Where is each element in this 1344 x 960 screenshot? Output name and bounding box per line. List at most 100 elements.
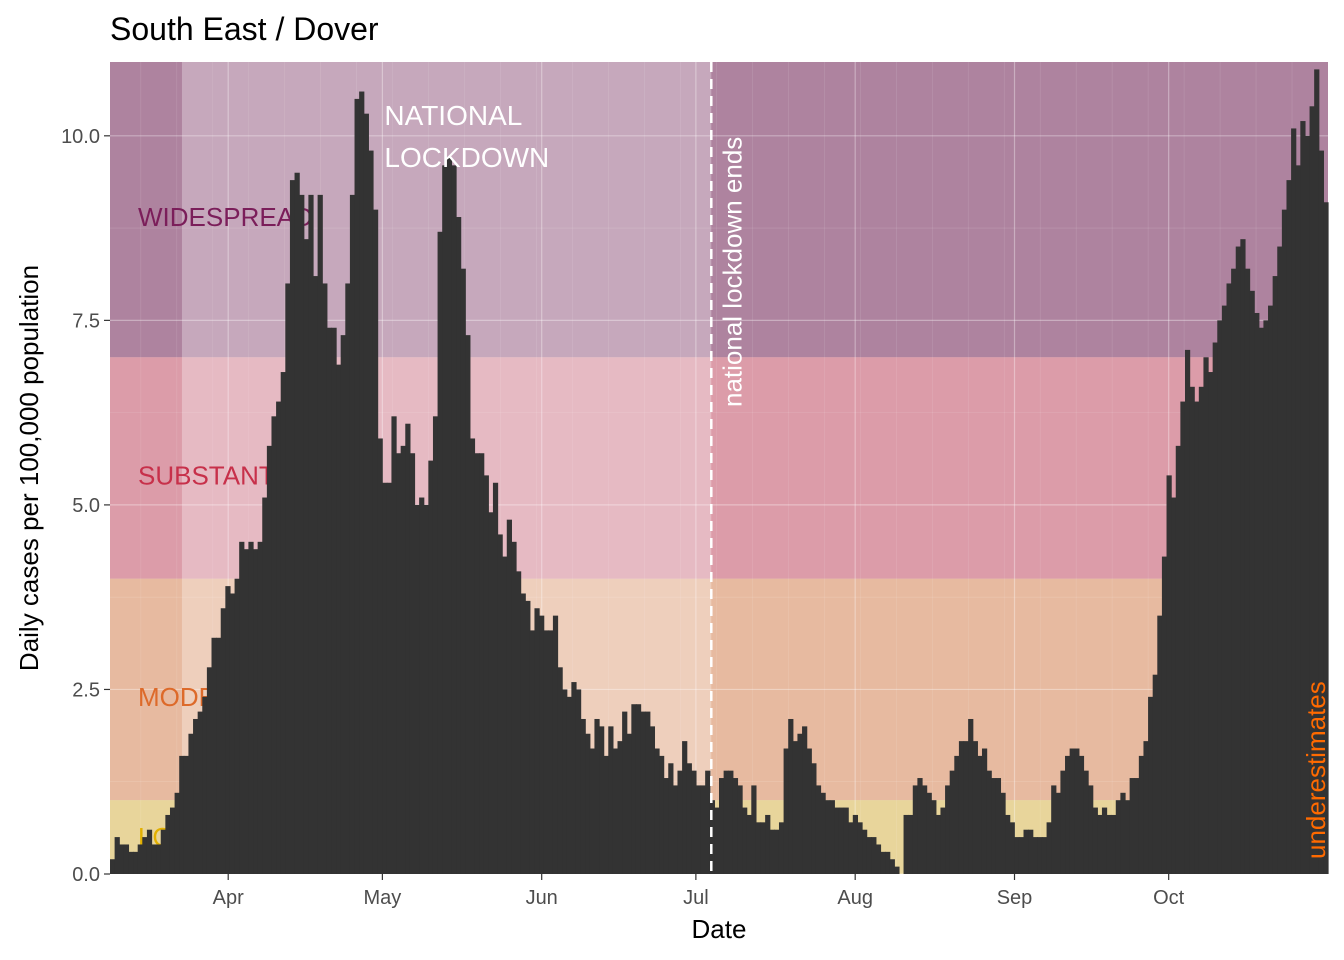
bar (1171, 497, 1177, 874)
bar (188, 733, 194, 874)
bar (511, 541, 517, 874)
bar (442, 165, 448, 874)
bar (1217, 320, 1223, 874)
bar (1226, 283, 1232, 874)
bar (1304, 135, 1311, 874)
y-axis: 0.0 2.5 5.0 7.5 10.0 (61, 126, 110, 886)
bar (289, 180, 296, 875)
bar (1111, 814, 1117, 874)
bar (359, 91, 365, 874)
bar (1203, 357, 1209, 875)
bar (617, 741, 623, 874)
y-tick-label: 7.5 (72, 310, 100, 332)
bar (1198, 386, 1205, 874)
x-tick-label: Jun (526, 887, 558, 909)
bar (160, 829, 166, 874)
y-tick-label: 0.0 (72, 864, 100, 886)
bar (645, 711, 651, 874)
x-axis: Apr May Jun Jul Aug Sep Oct (213, 874, 1185, 909)
bar (857, 822, 863, 874)
bar (995, 778, 1002, 874)
lockdown-end-label: national lockdown ends (717, 137, 747, 407)
bar (483, 475, 489, 874)
bar (1249, 290, 1255, 874)
bar (151, 844, 157, 874)
bar (1065, 755, 1071, 874)
bar (506, 519, 512, 874)
bar (1208, 372, 1214, 874)
bar (1106, 814, 1112, 874)
bar (1166, 475, 1172, 874)
bar (308, 194, 314, 874)
bar (811, 763, 817, 874)
bar (963, 741, 969, 874)
bar (815, 785, 822, 874)
bar (557, 667, 563, 874)
bar (986, 770, 992, 874)
bar (271, 416, 277, 874)
bar (1323, 202, 1329, 875)
bar (931, 800, 937, 874)
bar (211, 637, 217, 874)
bar (1143, 741, 1149, 874)
bar (1097, 814, 1103, 874)
bar (852, 814, 859, 874)
bar (156, 844, 162, 874)
bar (575, 689, 582, 874)
lockdown-label-line-1: NATIONAL (384, 100, 522, 131)
bar (294, 172, 300, 874)
bar (183, 755, 190, 874)
bar (912, 785, 918, 874)
bar (137, 844, 143, 874)
bar (119, 844, 125, 874)
bar (225, 586, 231, 874)
bar (1046, 822, 1052, 874)
bar (336, 364, 342, 874)
bar (1318, 150, 1324, 875)
bar (1184, 349, 1191, 875)
bar (239, 541, 245, 874)
bar (926, 792, 932, 874)
bar (903, 814, 909, 874)
bar (1152, 674, 1158, 874)
bar (1175, 445, 1181, 874)
bar (446, 157, 453, 875)
bar (566, 696, 572, 874)
bar (1161, 556, 1168, 874)
bar (862, 829, 868, 874)
bar (709, 800, 715, 874)
plot-panel: WIDESPREADSUBSTANTIALMODERATELOW nationa… (110, 62, 1331, 875)
bar (686, 763, 692, 874)
bar (216, 637, 222, 874)
bar (465, 335, 471, 874)
bar (1125, 800, 1131, 874)
bar (110, 859, 116, 874)
bar (774, 829, 780, 874)
band-label-widespread: WIDESPREAD (138, 202, 313, 232)
bar (479, 453, 485, 874)
bar (562, 689, 568, 874)
bar (142, 837, 148, 874)
bar (1032, 837, 1038, 874)
bar (935, 814, 942, 874)
bar (469, 438, 476, 874)
bar (322, 283, 328, 874)
bar (968, 718, 974, 874)
bar (179, 755, 185, 874)
bar (1000, 792, 1006, 874)
bar (1014, 837, 1020, 874)
bar (871, 837, 877, 874)
bars (110, 69, 1329, 875)
bar (543, 630, 549, 874)
bar (659, 755, 665, 874)
bar (603, 755, 609, 874)
bar (488, 512, 494, 874)
bar (280, 372, 286, 874)
bar (1009, 822, 1015, 874)
bar (1005, 814, 1011, 874)
bar (372, 209, 379, 875)
bar (1157, 615, 1163, 874)
bar (802, 726, 808, 874)
bar (797, 733, 803, 874)
bar (206, 667, 213, 874)
